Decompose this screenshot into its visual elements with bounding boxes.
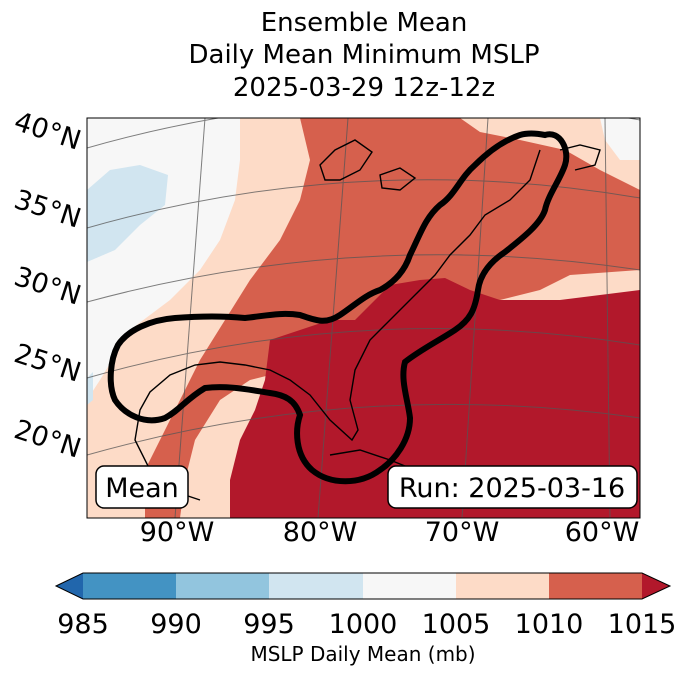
run-box: Run: 2025-03-16 bbox=[387, 465, 638, 509]
lon-label-90: 90°W bbox=[140, 517, 215, 548]
lat-label-25: 25°N bbox=[10, 338, 84, 389]
colorbar-tick-985: 985 bbox=[57, 609, 109, 640]
field-995-1000-patch-2 bbox=[87, 372, 93, 405]
colorbar-seg-1005-1010 bbox=[456, 573, 549, 599]
lat-line-25 bbox=[87, 328, 640, 379]
colorbar-tick-1015: 1015 bbox=[608, 609, 677, 640]
colorbar-tick-1000: 1000 bbox=[329, 609, 398, 640]
colorbar-seg-1010-1015 bbox=[549, 573, 642, 599]
field-995-1000-patch bbox=[87, 165, 168, 262]
run-box-bg bbox=[387, 465, 638, 509]
lat-line-35 bbox=[87, 179, 640, 229]
lat-label-20: 20°N bbox=[10, 414, 84, 465]
colorbar-label: MSLP Daily Mean (mb) bbox=[250, 642, 475, 666]
map-frame bbox=[86, 117, 641, 519]
lat-line-40 bbox=[87, 118, 640, 149]
colorbar-seg-995-1000 bbox=[269, 573, 363, 599]
mean-contour bbox=[107, 130, 570, 485]
field-gt1015 bbox=[230, 278, 640, 518]
lon-line-60 bbox=[604, 118, 611, 518]
lat-label-30: 30°N bbox=[10, 261, 84, 312]
lon-line-70 bbox=[461, 118, 489, 518]
lat-labels: 40°N 35°N 30°N 25°N 20°N bbox=[10, 106, 84, 465]
map-panel bbox=[87, 118, 640, 518]
colorbar-arrow-high bbox=[642, 573, 670, 599]
lon-labels: 90°W 80°W 70°W 60°W bbox=[140, 517, 640, 548]
coast-nova-scotia bbox=[559, 144, 601, 171]
lon-label-60: 60°W bbox=[565, 517, 640, 548]
lon-label-70: 70°W bbox=[425, 517, 500, 548]
coast-us-east bbox=[134, 149, 541, 501]
colorbar: 985 990 995 1000 1005 1010 1015 MSLP Dai… bbox=[54, 572, 677, 666]
mean-box: Mean bbox=[95, 465, 189, 509]
title-line-1: Ensemble Mean bbox=[261, 8, 468, 38]
run-box-label: Run: 2025-03-16 bbox=[399, 473, 625, 504]
colorbar-tick-1005: 1005 bbox=[422, 609, 491, 640]
lon-label-80: 80°W bbox=[283, 517, 358, 548]
colorbar-outline bbox=[54, 572, 672, 600]
mean-box-label: Mean bbox=[105, 473, 179, 504]
title-line-3: 2025-03-29 12z-12z bbox=[233, 73, 495, 103]
colorbar-tick-990: 990 bbox=[150, 609, 202, 640]
graticule bbox=[87, 118, 640, 518]
colorbar-tick-1010: 1010 bbox=[515, 609, 584, 640]
field-1000-1005-ne bbox=[600, 118, 640, 160]
lat-line-20 bbox=[87, 403, 640, 456]
colorbar-seg-985-990 bbox=[83, 573, 176, 599]
title-line-2: Daily Mean Minimum MSLP bbox=[188, 40, 539, 70]
lat-label-35: 35°N bbox=[10, 184, 84, 235]
colorbar-seg-1000-1005 bbox=[363, 573, 456, 599]
colorbar-tick-995: 995 bbox=[243, 609, 295, 640]
colorbar-arrow-low bbox=[56, 573, 83, 599]
lat-label-40: 40°N bbox=[10, 106, 84, 157]
lat-line-30 bbox=[87, 254, 640, 303]
coast-great-lakes bbox=[319, 139, 417, 191]
colorbar-seg-990-995 bbox=[176, 573, 269, 599]
mean-box-bg bbox=[95, 465, 189, 509]
